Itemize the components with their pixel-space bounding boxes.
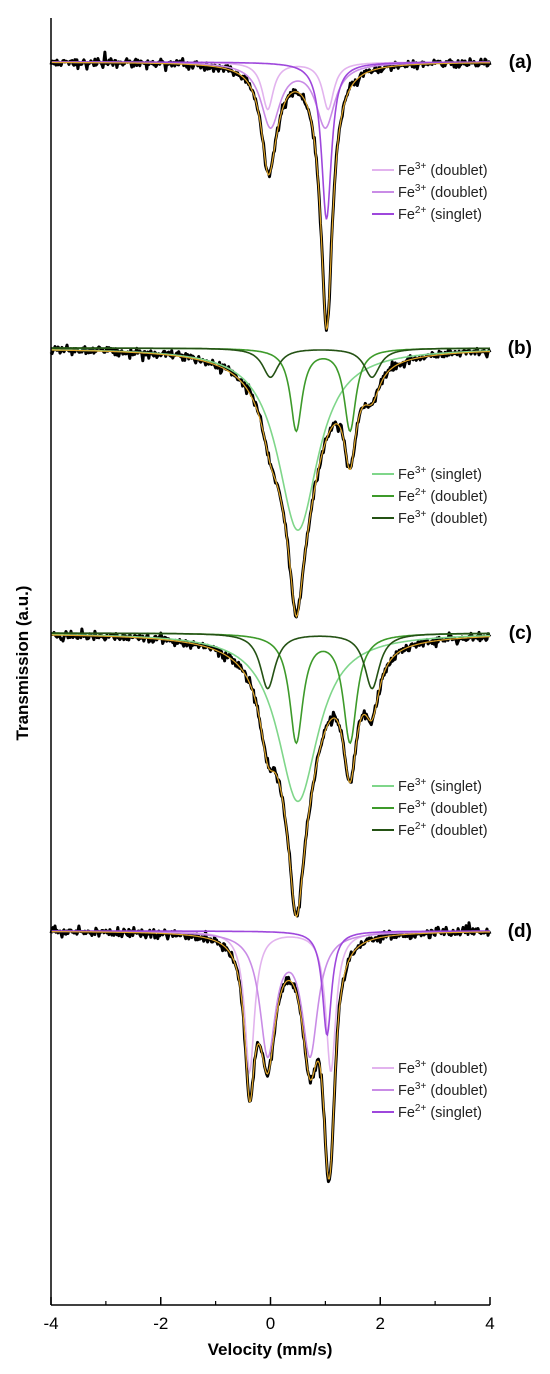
panel-label: (a) (509, 52, 532, 73)
envelope-fit-line (51, 61, 490, 330)
panel-labels: (a) (b) (c) (d) (508, 52, 532, 942)
legend-entry: Fe3+ (doublet) (398, 183, 488, 201)
component-fit-line (51, 930, 490, 1037)
legend-entry: Fe2+ (singlet) (398, 1103, 482, 1121)
envelope-fit-line (51, 634, 491, 918)
legend: Fe3+ (singlet) Fe2+ (doublet) Fe3+ (double… (372, 465, 488, 527)
legend-entry: Fe2+ (doublet) (398, 821, 488, 839)
x-tick-label: 0 (266, 1314, 275, 1333)
component-fit-line (51, 61, 490, 130)
component-fit-line (51, 632, 490, 690)
envelope-fit-line (51, 349, 491, 618)
legend-entry: Fe3+ (doublet) (398, 799, 488, 817)
x-tick-label: 4 (485, 1314, 494, 1333)
legend-entry: Fe3+ (singlet) (398, 465, 482, 483)
legend-entry: Fe2+ (doublet) (398, 487, 488, 505)
legend-entry: Fe2+ (singlet) (398, 205, 482, 223)
x-axis-title: Velocity (mm/s) (208, 1340, 333, 1359)
x-tick-label: -2 (153, 1314, 168, 1333)
y-axis-title: Transmission (a.u.) (13, 586, 32, 741)
plot-area (49, 50, 492, 1184)
legend-entry: Fe3+ (doublet) (398, 161, 488, 179)
component-fit-line (51, 632, 490, 745)
legend-entry: Fe3+ (doublet) (398, 509, 488, 527)
legend-entry: Fe3+ (singlet) (398, 777, 482, 795)
component-fit-line (51, 347, 491, 379)
measured-data-line (49, 343, 492, 619)
component-fit-line (51, 61, 490, 111)
spectrum-panel (49, 50, 492, 332)
component-fit-line (51, 633, 491, 803)
component-fit-line (51, 930, 490, 1059)
envelope-fit-line (51, 930, 490, 1180)
spectrum-panel (49, 343, 492, 619)
legend: Fe3+ (doublet) Fe3+ (doublet) Fe2+ (single… (372, 161, 488, 223)
legend-entry: Fe3+ (doublet) (398, 1081, 488, 1099)
component-fit-line (51, 61, 490, 220)
measured-data-line (50, 627, 492, 918)
panel-label: (b) (508, 338, 532, 359)
legend: Fe3+ (singlet) Fe3+ (doublet) Fe2+ (double… (372, 777, 488, 839)
x-tick-label: -4 (43, 1314, 58, 1333)
component-fit-line (51, 347, 490, 433)
x-ticks: -4 -2 0 2 4 (43, 1297, 495, 1333)
x-tick-label: 2 (376, 1314, 385, 1333)
spectrum-panel (50, 627, 492, 918)
legend-entry: Fe3+ (doublet) (398, 1059, 488, 1077)
panel-label: (c) (509, 623, 532, 644)
spectrum-panel (49, 921, 492, 1184)
panel-label: (d) (508, 921, 532, 942)
legends: Fe3+ (doublet) Fe3+ (doublet) Fe2+ (single… (372, 161, 488, 1121)
legend: Fe3+ (doublet) Fe3+ (doublet) Fe2+ (single… (372, 1059, 488, 1121)
